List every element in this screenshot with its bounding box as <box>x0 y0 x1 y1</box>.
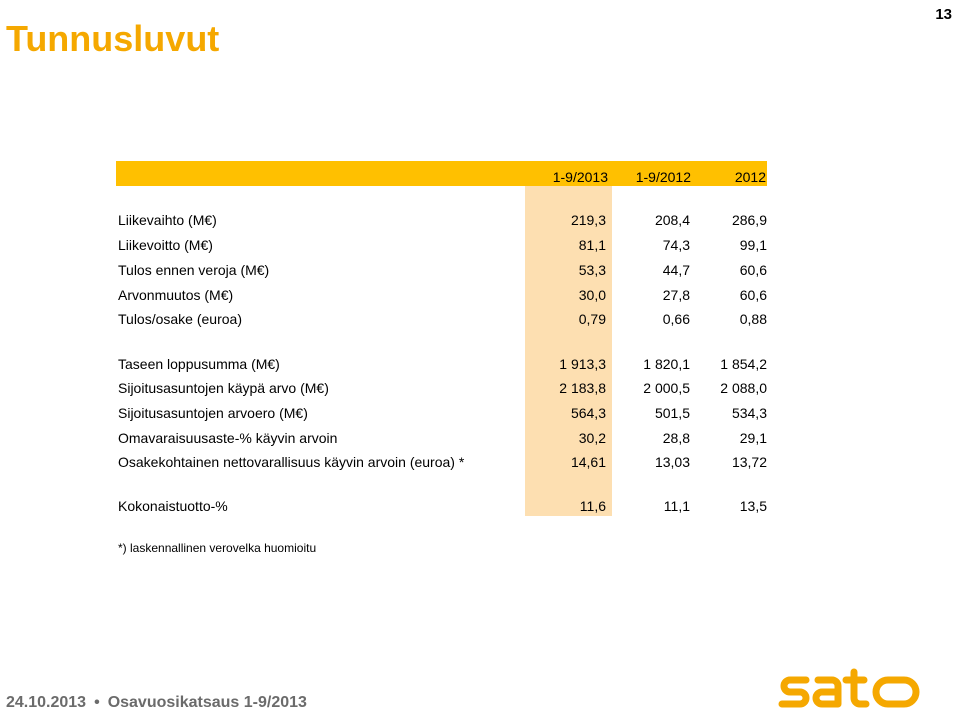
footer-bullet: • <box>94 694 100 711</box>
row-label-tulos-ennen-veroja: Tulos ennen veroja (M€) <box>118 262 270 278</box>
table-cell: 2 000,5 <box>643 380 690 396</box>
table-cell: 13,03 <box>654 454 690 470</box>
table-cell: 1 913,3 <box>559 356 606 372</box>
table-cell: 501,5 <box>654 405 690 421</box>
table-cell: 74,3 <box>662 237 690 253</box>
current-period-column-highlight <box>525 186 612 516</box>
table-cell: 534,3 <box>731 405 767 421</box>
table-cell: 2 088,0 <box>720 380 767 396</box>
row-label-liikevaihto: Liikevaihto (M€) <box>118 212 217 228</box>
table-cell: 14,61 <box>570 454 606 470</box>
table-cell: 0,79 <box>578 311 606 327</box>
row-label-arvonmuutos: Arvonmuutos (M€) <box>118 287 234 303</box>
row-label-tulos-osake: Tulos/osake (euroa) <box>118 311 242 327</box>
table-cell: 2 183,8 <box>559 380 606 396</box>
row-label-liikevoitto: Liikevoitto (M€) <box>118 237 213 253</box>
table-cell: 286,9 <box>731 212 767 228</box>
table-cell: 1 854,2 <box>720 356 767 372</box>
table-cell: 30,2 <box>578 430 606 446</box>
footnote: *) laskennallinen verovelka huomioitu <box>118 541 317 555</box>
row-label-arvoero: Sijoitusasuntojen arvoero (M€) <box>118 405 308 421</box>
table-cell: 11,6 <box>579 498 606 514</box>
column-header-2: 1-9/2012 <box>635 169 691 185</box>
table-cell: 219,3 <box>570 212 606 228</box>
sato-logo <box>778 668 920 708</box>
table-cell: 60,6 <box>739 262 767 278</box>
table-cell: 30,0 <box>578 287 606 303</box>
table-cell: 53,3 <box>578 262 606 278</box>
row-label-omavaraisuusaste: Omavaraisuusaste-% käyvin arvoin <box>118 430 338 446</box>
row-label-kaypa-arvo: Sijoitusasuntojen käypä arvo (M€) <box>118 380 329 396</box>
table-cell: 13,72 <box>731 454 767 470</box>
table-cell: 13,5 <box>739 498 767 514</box>
table-cell: 1 820,1 <box>643 356 690 372</box>
row-label-nettovarallisuus: Osakekohtainen nettovarallisuus käyvin a… <box>118 454 465 470</box>
table-cell: 27,8 <box>662 287 690 303</box>
table-cell: 81,1 <box>578 237 606 253</box>
row-label-taseen-loppusumma: Taseen loppusumma (M€) <box>118 356 280 372</box>
column-header-3: 2012 <box>734 169 766 185</box>
table-cell: 60,6 <box>739 287 767 303</box>
table-cell: 0,66 <box>662 311 690 327</box>
table-header-bar <box>116 161 767 186</box>
page-title: Tunnusluvut <box>6 18 220 59</box>
footer: 24.10.2013 • Osavuosikatsaus 1-9/2013 <box>6 694 307 712</box>
table-cell: 29,1 <box>739 430 767 446</box>
page-number: 13 <box>935 6 952 23</box>
footer-date: 24.10.2013 <box>6 694 87 711</box>
column-header-1: 1-9/2013 <box>552 169 608 185</box>
table-cell: 0,88 <box>739 311 767 327</box>
table-cell: 28,8 <box>662 430 690 446</box>
row-label-kokonaistuotto: Kokonaistuotto-% <box>118 498 228 514</box>
table-cell: 564,3 <box>570 405 606 421</box>
table-cell: 99,1 <box>739 237 767 253</box>
footer-text: Osavuosikatsaus 1-9/2013 <box>107 694 307 711</box>
table-cell: 44,7 <box>662 262 690 278</box>
table-cell: 11,1 <box>663 498 690 514</box>
table-cell: 208,4 <box>654 212 690 228</box>
